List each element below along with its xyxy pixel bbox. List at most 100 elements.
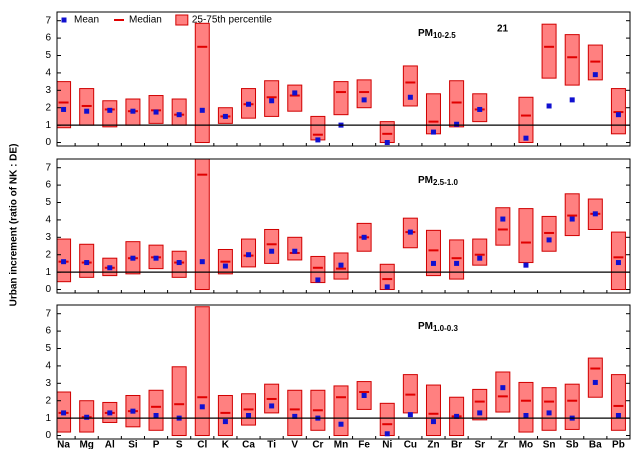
mean bbox=[130, 408, 136, 414]
iqr-box bbox=[402, 65, 418, 107]
x-tick-label: K bbox=[222, 440, 230, 449]
panel-title-main: PM bbox=[418, 321, 433, 332]
mean bbox=[176, 112, 182, 118]
mean bbox=[338, 262, 344, 268]
mean bbox=[569, 97, 575, 103]
mean bbox=[569, 216, 575, 222]
x-tick-label: Sn bbox=[543, 440, 556, 449]
x-tick-label: Mo bbox=[519, 440, 533, 449]
iqr-box bbox=[171, 98, 187, 126]
mean bbox=[361, 234, 367, 240]
mean bbox=[84, 414, 90, 420]
iqr-box bbox=[495, 207, 511, 246]
mean bbox=[592, 72, 598, 78]
iqr-box bbox=[194, 22, 210, 144]
iqr-box bbox=[310, 255, 326, 284]
x-tick-label: Sr bbox=[474, 440, 485, 449]
x-tick-label: Mg bbox=[79, 440, 93, 449]
panel-title: PM1.0-0.3 bbox=[418, 321, 458, 333]
iqr-box bbox=[541, 23, 557, 79]
mean bbox=[407, 229, 413, 235]
mean bbox=[338, 421, 344, 427]
mean bbox=[615, 260, 621, 266]
iqr-box bbox=[102, 100, 118, 128]
mean bbox=[61, 259, 67, 265]
panel-title: PM10-2.5 bbox=[418, 28, 456, 40]
legend-label: Median bbox=[129, 15, 162, 26]
iqr-box bbox=[425, 384, 441, 437]
iqr-box bbox=[587, 357, 603, 398]
y-tick-label: 1 bbox=[45, 120, 51, 131]
mean bbox=[546, 410, 552, 416]
y-tick-label: 4 bbox=[45, 215, 51, 226]
y-tick-label: 0 bbox=[45, 430, 51, 441]
iqr-box bbox=[333, 81, 349, 116]
legend-label: Mean bbox=[74, 15, 99, 26]
x-tick-label: Ba bbox=[589, 440, 602, 449]
iqr-box bbox=[449, 239, 465, 280]
mean bbox=[61, 106, 67, 112]
iqr-box bbox=[425, 93, 441, 135]
plot-area bbox=[57, 159, 626, 291]
mean bbox=[384, 431, 390, 437]
mean bbox=[615, 112, 621, 118]
y-tick-label: 0 bbox=[45, 284, 51, 295]
panel-title-sub: 1.0-0.3 bbox=[433, 324, 458, 333]
x-tick-label: Ca bbox=[242, 440, 255, 449]
iqr-box bbox=[449, 80, 465, 128]
mean bbox=[500, 385, 506, 391]
iqr-box bbox=[287, 389, 303, 437]
mean bbox=[430, 419, 436, 425]
mean bbox=[500, 216, 506, 222]
y-tick-label: 2 bbox=[45, 395, 51, 406]
mean bbox=[84, 260, 90, 266]
iqr-box bbox=[518, 381, 534, 433]
iqr-box bbox=[472, 238, 488, 266]
x-tick-label: Cu bbox=[404, 440, 417, 449]
x-tick-label: V bbox=[291, 440, 298, 449]
mean bbox=[477, 255, 483, 261]
mean bbox=[477, 410, 483, 416]
iqr-box bbox=[217, 394, 233, 437]
iqr-box bbox=[472, 388, 488, 421]
mean bbox=[592, 379, 598, 385]
mean bbox=[107, 410, 113, 416]
y-tick-label: 6 bbox=[45, 326, 51, 337]
iqr-box bbox=[148, 389, 164, 431]
y-tick-label: 2 bbox=[45, 102, 51, 113]
iqr-box bbox=[264, 228, 280, 264]
x-tick-label: Zr bbox=[498, 440, 508, 449]
mean bbox=[130, 255, 136, 261]
y-tick-label: 5 bbox=[45, 343, 51, 354]
mean bbox=[269, 98, 275, 104]
iqr-box bbox=[564, 383, 580, 430]
iqr-box bbox=[495, 371, 511, 413]
y-tick-label: 4 bbox=[45, 68, 51, 79]
x-tick-label: Zn bbox=[427, 440, 439, 449]
mean bbox=[454, 260, 460, 266]
y-tick-label: 4 bbox=[45, 361, 51, 372]
y-tick-label: 3 bbox=[45, 232, 51, 243]
mean bbox=[315, 137, 321, 143]
iqr-box bbox=[425, 229, 441, 277]
iqr-box bbox=[541, 387, 557, 431]
mean bbox=[430, 260, 436, 266]
y-tick-label: 2 bbox=[45, 249, 51, 260]
frame bbox=[56, 304, 631, 440]
x-tick-label: Ti bbox=[267, 440, 276, 449]
iqr-box bbox=[356, 79, 372, 109]
mean bbox=[546, 103, 552, 109]
y-tick-label: 7 bbox=[45, 308, 51, 319]
mean bbox=[269, 403, 275, 409]
mean bbox=[153, 109, 159, 115]
plot-area bbox=[57, 306, 626, 437]
mean bbox=[130, 108, 136, 114]
plot-area bbox=[57, 22, 626, 146]
mean bbox=[546, 237, 552, 243]
mean bbox=[292, 413, 298, 419]
mean bbox=[523, 413, 529, 419]
mean bbox=[153, 413, 159, 419]
mean bbox=[615, 413, 621, 419]
mean bbox=[199, 107, 205, 113]
